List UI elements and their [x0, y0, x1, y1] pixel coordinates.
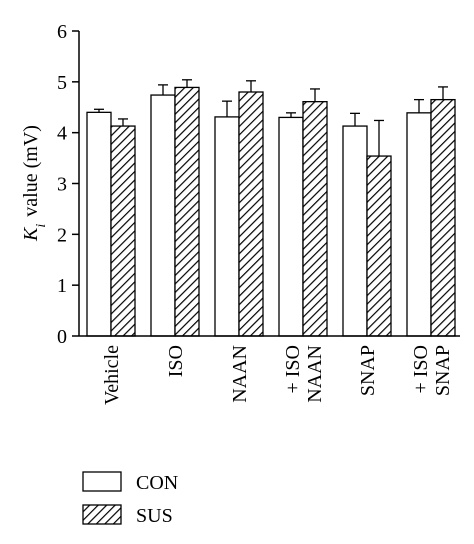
- x-tick-label: SNAP: [357, 345, 379, 396]
- legend-label-sus: SUS: [136, 505, 173, 527]
- bar-con: [406, 112, 432, 337]
- bar-con: [342, 125, 368, 337]
- x-tick-label: ISO: [165, 345, 187, 377]
- bar-con: [150, 94, 176, 337]
- y-tick-label: 1: [57, 275, 67, 297]
- y-axis-label-main: K: [20, 226, 42, 242]
- x-axis: Vehicle ISO NAAN NAAN+ ISO SNAP SNAP+ ISO: [79, 335, 460, 405]
- bar-sus: [238, 91, 264, 337]
- bars: [86, 79, 456, 337]
- bar-sus: [430, 98, 456, 337]
- bar-con: [214, 116, 240, 337]
- legend-swatch-con: [82, 471, 122, 492]
- y-axis: 0 1 2 3 4 5 6: [57, 21, 80, 348]
- legend-label-con: CON: [136, 472, 178, 494]
- bar-con: [278, 116, 304, 337]
- legend-swatch-sus: [82, 504, 122, 525]
- x-tick-label: Vehicle: [101, 345, 123, 405]
- x-tick-label: NAAN: [304, 345, 326, 403]
- bar-con: [86, 111, 112, 337]
- y-tick-label: 6: [57, 21, 67, 43]
- y-tick-label: 5: [57, 72, 67, 94]
- bar-sus: [302, 101, 328, 337]
- x-tick-label: NAAN: [229, 345, 251, 403]
- y-axis-label-rest: value (mV): [20, 125, 42, 222]
- y-axis-label-subscript: i: [34, 224, 49, 228]
- x-tick-label: SNAP: [432, 345, 454, 396]
- y-tick-label: 3: [57, 174, 67, 196]
- x-tick-label: + ISO: [410, 345, 432, 394]
- y-axis-label: Ki value (mV): [20, 125, 49, 242]
- bar-sus: [110, 125, 136, 337]
- legend: CON SUS: [82, 471, 178, 527]
- y-tick-label: 4: [57, 123, 67, 145]
- bar-sus: [174, 86, 200, 337]
- y-tick-label: 2: [57, 224, 67, 246]
- bar-sus: [366, 155, 392, 337]
- y-tick-label: 0: [57, 326, 67, 348]
- x-tick-label: + ISO: [282, 345, 304, 394]
